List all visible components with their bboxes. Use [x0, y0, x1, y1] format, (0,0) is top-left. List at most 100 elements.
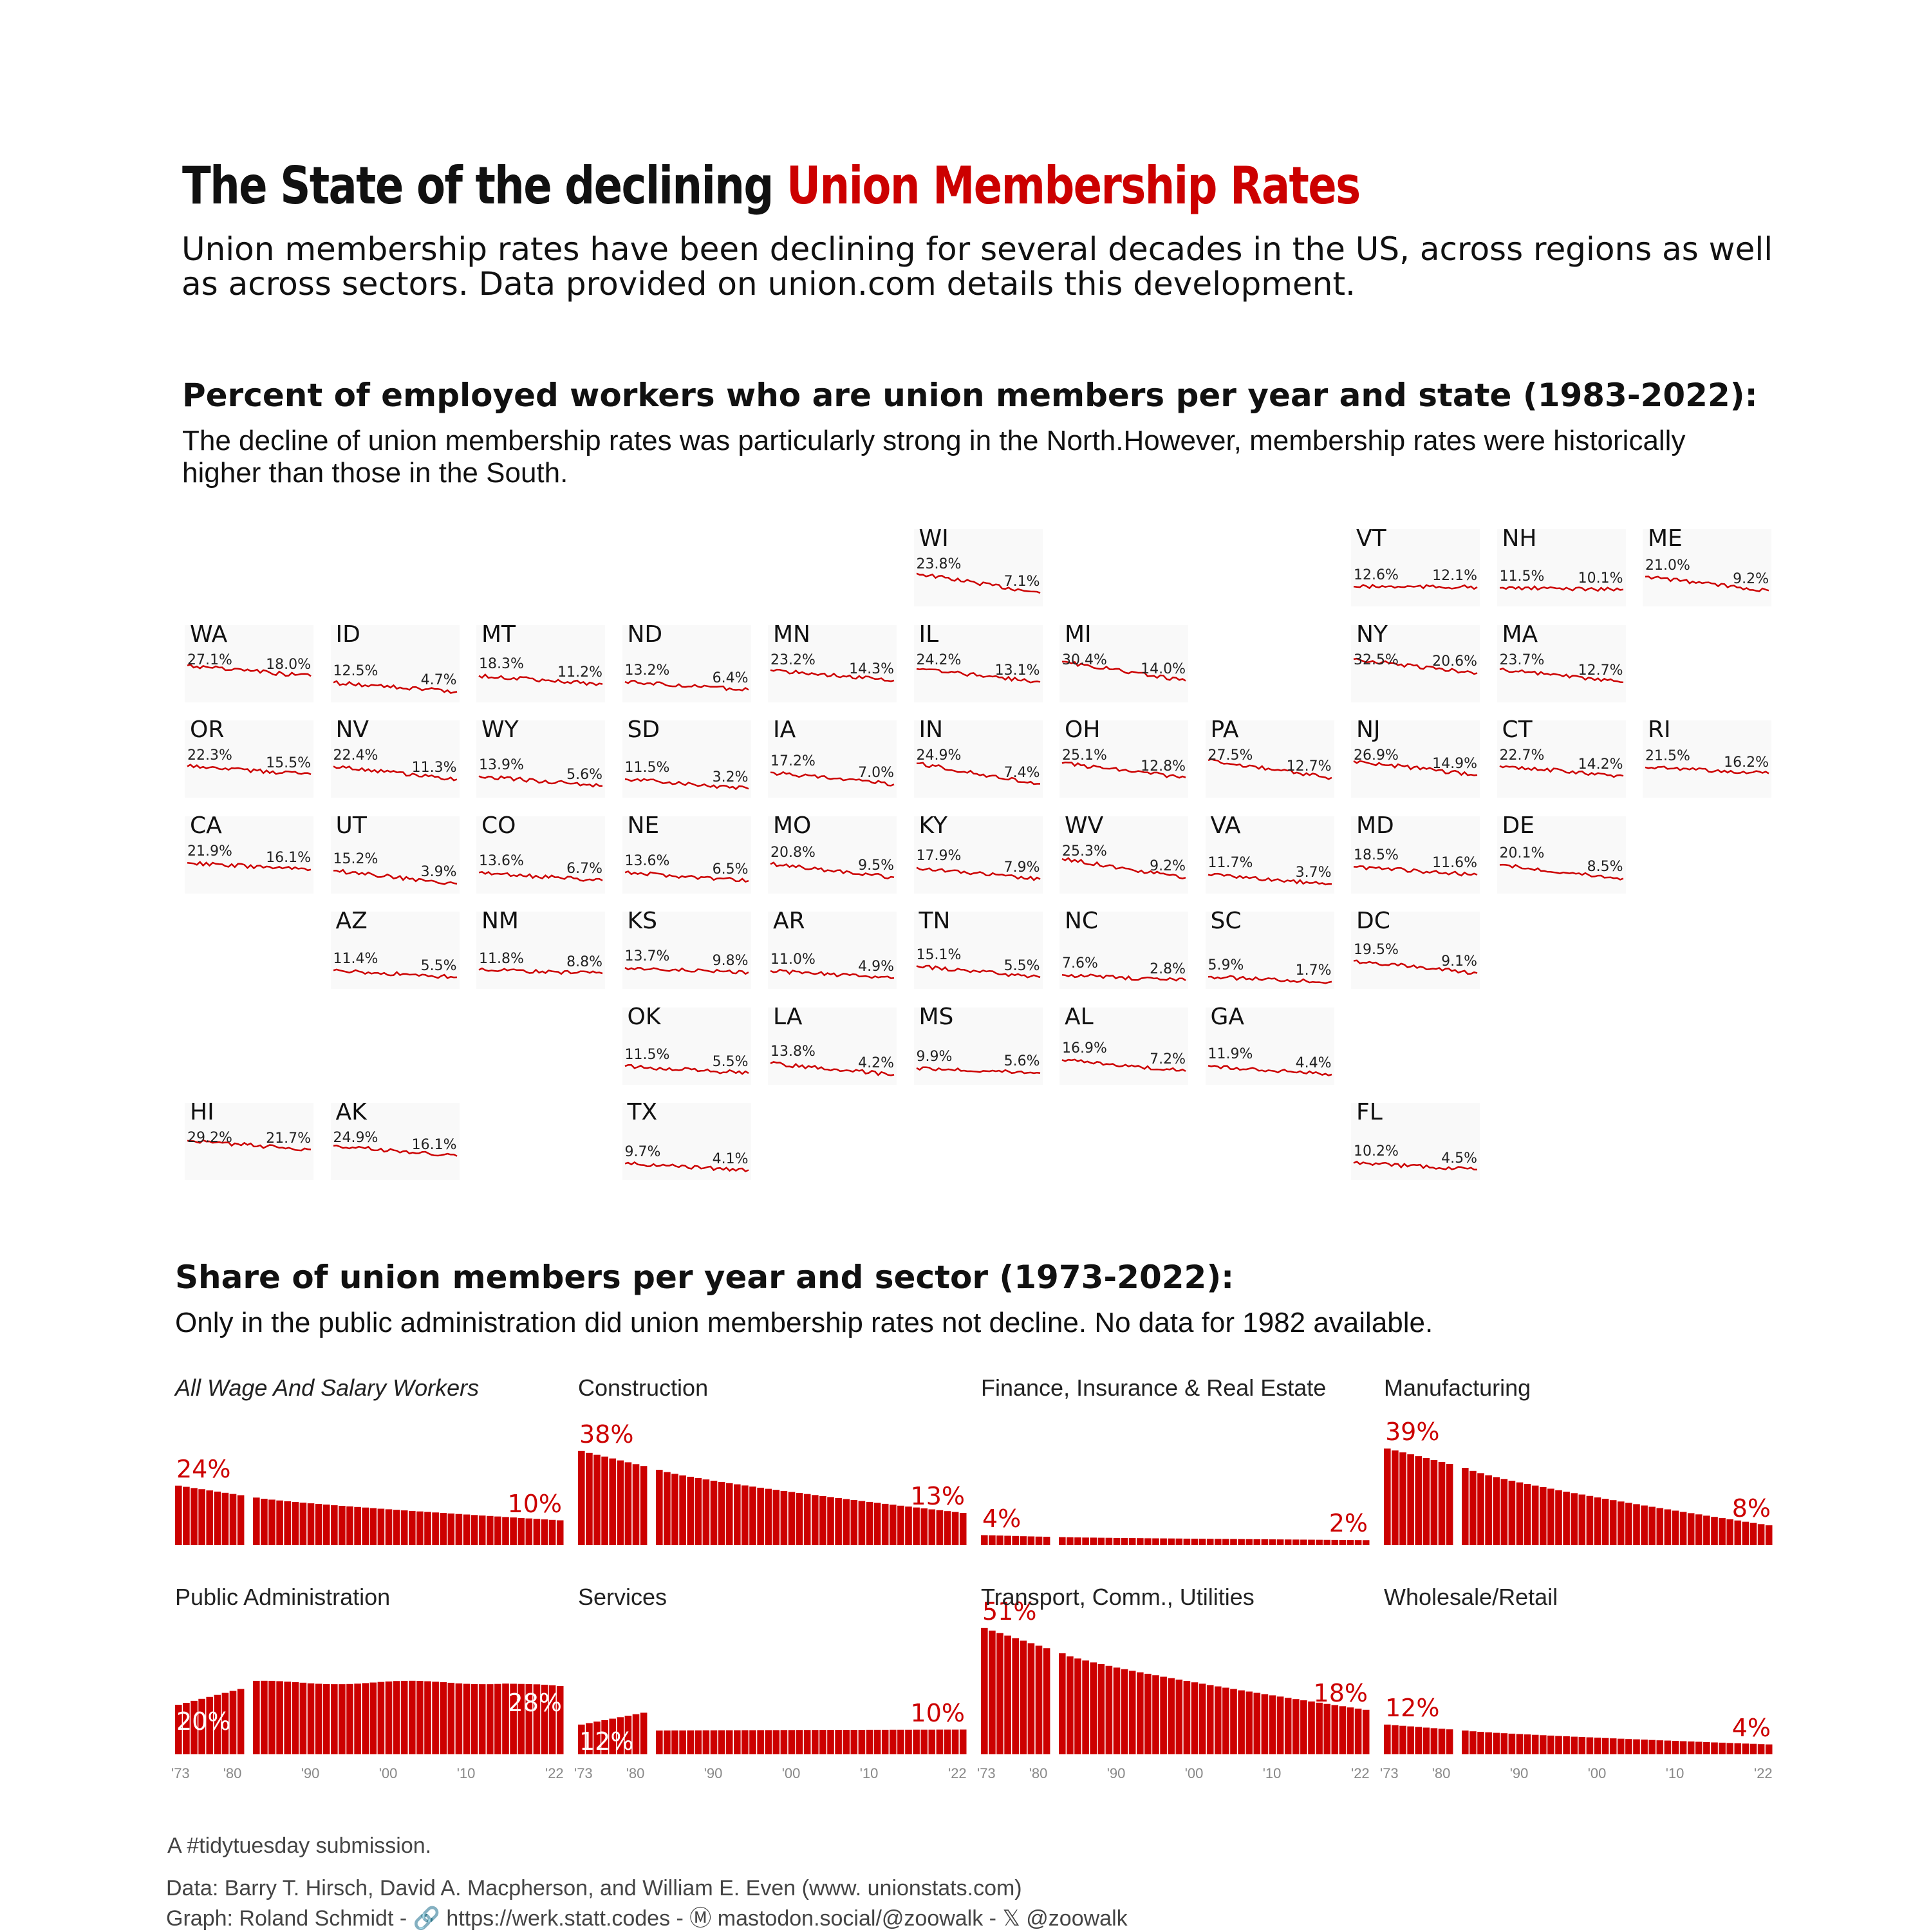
state-abbr: CO [481, 812, 516, 839]
sector-last-label: 18% [1313, 1678, 1368, 1707]
sector-bar [292, 1502, 299, 1545]
state-sparkline [915, 572, 1040, 594]
sector-bar [1726, 1519, 1733, 1545]
sector-bar [1144, 1673, 1152, 1754]
state-abbr: OH [1065, 717, 1101, 743]
state-abbr: IL [919, 621, 939, 648]
state-trend-line [187, 860, 312, 871]
x-tick-label: '00 [781, 1765, 801, 1781]
state-tile-ia: IA 17.2% 7.0% [768, 717, 897, 798]
state-sparkline [1061, 1058, 1186, 1072]
sector-bar [502, 1517, 509, 1545]
sector-bar [1648, 1740, 1656, 1754]
state-sparkline [624, 1161, 749, 1172]
sector-bar [1469, 1470, 1477, 1545]
state-tile-oh: OH 25.1% 12.8% [1059, 717, 1188, 798]
sector-bar [609, 1718, 616, 1754]
sector-bar [835, 1730, 842, 1754]
state-abbr: OK [627, 1003, 661, 1030]
state-first-value: 26.9% [1354, 747, 1399, 764]
sector-bar [284, 1682, 291, 1754]
state-last-value: 4.9% [858, 959, 894, 975]
x-tick-label: '22 [1754, 1765, 1773, 1781]
state-abbr: CT [1502, 717, 1533, 743]
state-sparkline [624, 966, 749, 975]
sector-bar [1656, 1740, 1664, 1754]
sector-bar [866, 1729, 873, 1754]
sector-bar [1625, 1503, 1632, 1545]
sector-bar [1331, 1539, 1339, 1545]
state-first-value: 17.2% [770, 753, 816, 769]
sector-bar [1757, 1524, 1765, 1545]
sector-bar [556, 1685, 564, 1754]
state-trend-line [1061, 856, 1186, 879]
sector-bar [206, 1490, 213, 1545]
state-first-value: 21.0% [1645, 557, 1690, 574]
state-trend-line [332, 765, 457, 782]
sector-bar [237, 1689, 245, 1754]
state-sparkline [915, 866, 1041, 881]
state-sparkline [478, 967, 603, 975]
sector-first-label: 12% [1385, 1693, 1440, 1722]
state-last-value: 5.6% [1003, 1053, 1040, 1070]
state-tile-ca: CA 21.9% 16.1% [185, 812, 313, 894]
sector-bar [1300, 1700, 1307, 1754]
state-tile-map: WI 23.8% 7.1% VT 12.6% 12.1% NH 11.5% 10.1% ME 21.… [185, 525, 1771, 1172]
sector-bar [518, 1683, 525, 1754]
sector-bar [339, 1506, 346, 1545]
state-tile-ri: RI 21.5% 16.2% [1643, 717, 1771, 798]
sector-bar [1594, 1497, 1601, 1545]
sector-bar [1059, 1537, 1066, 1545]
sector-bar [1641, 1740, 1648, 1754]
state-first-value: 11.8% [479, 950, 524, 967]
sector-panel-manufacturing: 39% 8% Manufacturing [1384, 1374, 1773, 1545]
sector-bar [455, 1514, 463, 1545]
sector-bar [981, 1627, 988, 1754]
sector-bar [393, 1510, 400, 1545]
state-trend-line [1208, 758, 1332, 780]
sector-bar [221, 1492, 229, 1545]
state-first-value: 13.7% [624, 948, 670, 965]
sector-bar [1749, 1743, 1757, 1754]
state-tile-va: VA 11.7% 3.7% [1205, 812, 1334, 894]
state-last-value: 5.6% [566, 766, 602, 783]
state-tile-ks: KS 13.7% 9.8% [622, 908, 751, 989]
sector-bar [1695, 1514, 1702, 1545]
sector-bar [796, 1730, 803, 1754]
sector-bar [734, 1484, 741, 1545]
sector-bar [1531, 1485, 1539, 1545]
state-sparkline [1499, 667, 1623, 683]
state-abbr: UT [335, 812, 367, 839]
state-last-value: 6.5% [712, 861, 749, 877]
sector-panel-title: Transport, Comm., Utilities [981, 1584, 1255, 1610]
state-trend-line [1353, 959, 1478, 975]
sector-bar [1524, 1484, 1531, 1545]
state-trend-line [1061, 1058, 1186, 1072]
state-sparkline [1645, 576, 1769, 592]
state-first-value: 12.6% [1354, 567, 1399, 584]
sector-bar [1354, 1540, 1362, 1545]
state-last-value: 12.1% [1432, 568, 1477, 584]
sector-bar [1563, 1492, 1570, 1545]
sector-bar [409, 1510, 416, 1545]
state-abbr: NC [1065, 908, 1099, 934]
sector-bar [1508, 1481, 1516, 1545]
sector-bar [1308, 1701, 1315, 1754]
state-trend-line [1645, 576, 1769, 592]
state-abbr: AZ [335, 908, 368, 934]
sector-bar [772, 1490, 780, 1545]
sector-bar [1648, 1506, 1656, 1545]
sector-bar [578, 1724, 585, 1754]
sector-bar [1230, 1689, 1237, 1754]
state-first-value: 19.5% [1354, 941, 1399, 958]
x-tick-label: '00 [1587, 1765, 1607, 1781]
sector-bar [1160, 1538, 1167, 1545]
state-trend-line [624, 1064, 749, 1075]
sector-bar [725, 1730, 733, 1754]
sector-bar [1191, 1539, 1199, 1545]
sector-bar [268, 1499, 275, 1545]
sector-panel-title: All Wage And Salary Workers [175, 1374, 480, 1401]
state-trend-line [770, 668, 895, 682]
state-first-value: 15.1% [916, 946, 962, 963]
sector-bar [702, 1730, 710, 1754]
